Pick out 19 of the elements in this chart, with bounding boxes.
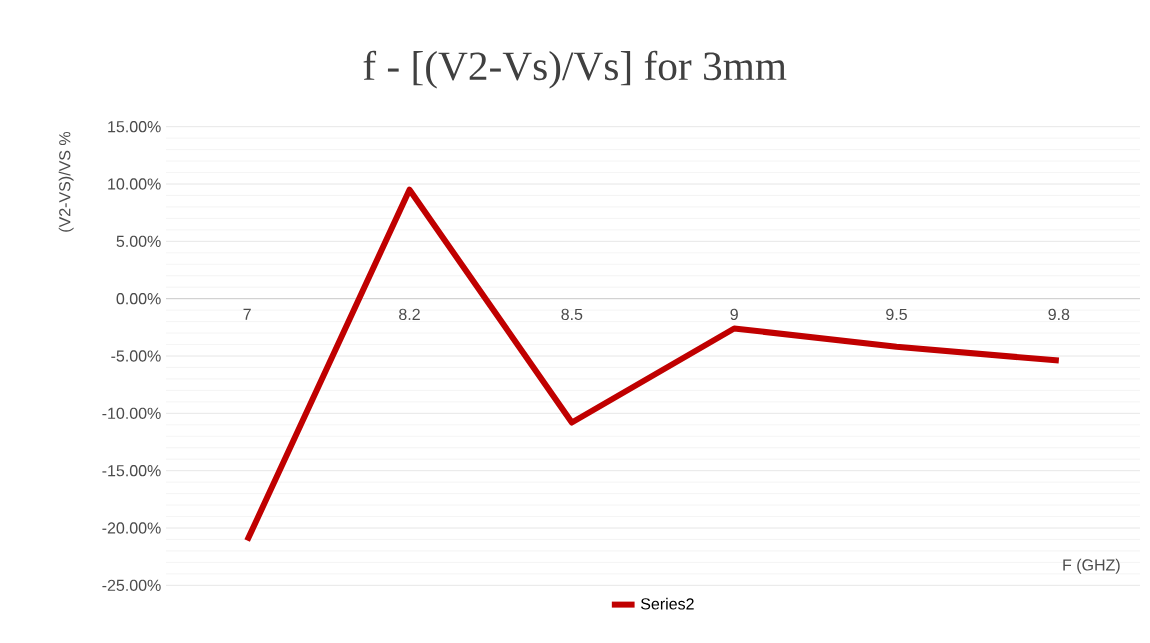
x-axis-title: F (GHZ) — [1063, 558, 1120, 574]
legend-label: Series2 — [640, 597, 694, 610]
chart-title: f - [(V2-Vs)/Vs] for 3mm — [363, 50, 787, 89]
y-tick-label: -5.00% — [111, 350, 161, 362]
y-tick-label: 15.00% — [108, 121, 161, 133]
x-tick-label: 8.5 — [561, 308, 583, 321]
y-tick-label: -20.00% — [102, 522, 161, 534]
y-tick-label: 0.00% — [116, 293, 161, 305]
y-tick-label: -15.00% — [102, 465, 161, 477]
x-tick-label: 7 — [243, 308, 251, 320]
y-axis-title: (V2-VS)/VS % — [58, 131, 74, 232]
x-tick-label: 9.5 — [886, 308, 907, 321]
y-tick-label: 10.00% — [108, 178, 161, 190]
x-tick-label: 9 — [730, 308, 738, 321]
y-tick-label: -10.00% — [102, 407, 161, 419]
y-tick-label: -25.00% — [102, 579, 161, 591]
x-tick-label: 9.8 — [1048, 308, 1070, 321]
x-tick-label: 8.2 — [399, 308, 420, 321]
y-tick-label: 5.00% — [116, 235, 161, 247]
